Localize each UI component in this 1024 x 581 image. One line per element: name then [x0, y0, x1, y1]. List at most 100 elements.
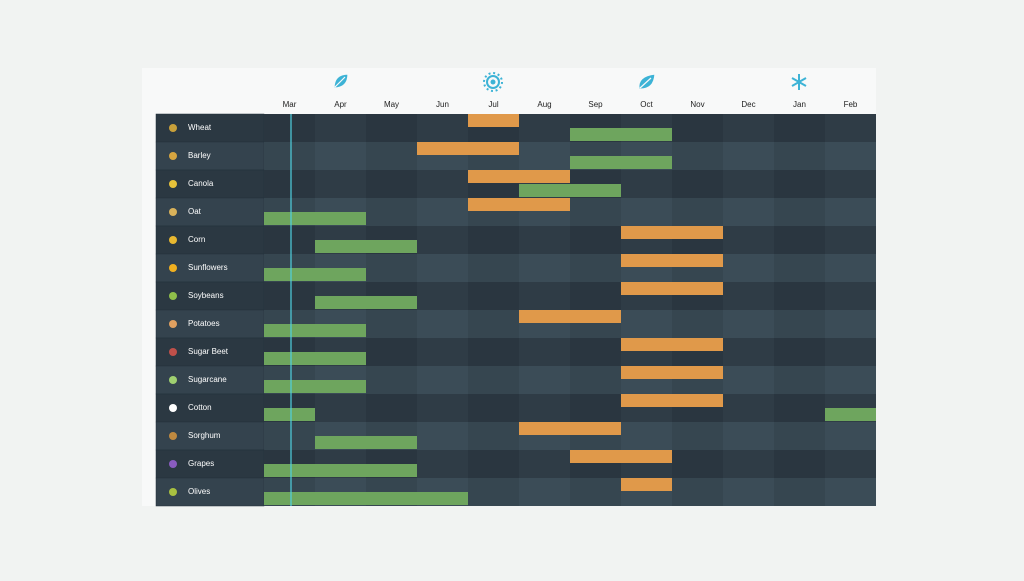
harvest-bar: [519, 310, 570, 323]
month-label: Jan: [793, 100, 806, 109]
month-cell: [621, 422, 672, 450]
month-cell: [417, 114, 468, 142]
crop-icon: [169, 488, 177, 496]
crop-name: Soybeans: [188, 291, 224, 300]
month-cell: [264, 170, 315, 198]
month-cell: [825, 198, 876, 226]
month-cell: [825, 254, 876, 282]
month-cell: [468, 254, 519, 282]
harvest-bar: [621, 366, 672, 379]
crop-name: Oat: [188, 207, 202, 216]
month-cell: [570, 198, 621, 226]
month-cell: [264, 226, 315, 254]
month-cell: [468, 422, 519, 450]
month-cell: [672, 478, 723, 506]
month-cell: [672, 114, 723, 142]
month-cell: [723, 310, 774, 338]
plant-bar: [570, 156, 621, 169]
winter-icon: [791, 74, 807, 90]
crop-name: Potatoes: [188, 319, 220, 328]
plant-bar: [621, 156, 672, 169]
month-cell: [264, 282, 315, 310]
crop-icon: [169, 348, 177, 356]
month-cell: [366, 114, 417, 142]
month-cell: [621, 310, 672, 338]
month-cell: [468, 478, 519, 506]
month-cell: [825, 450, 876, 478]
month-cell: [774, 338, 825, 366]
harvest-bar: [570, 310, 621, 323]
month-cell: [570, 338, 621, 366]
month-cell: [621, 198, 672, 226]
month-cell: [519, 450, 570, 478]
harvest-bar: [417, 142, 468, 155]
month-cell: [468, 338, 519, 366]
month-cell: [519, 282, 570, 310]
crop-name: Grapes: [188, 459, 214, 468]
month-label: Mar: [283, 100, 297, 109]
crop-icon: [169, 264, 177, 272]
month-cell: [417, 450, 468, 478]
plant-bar: [825, 408, 876, 421]
month-cell: [672, 198, 723, 226]
month-cell: [417, 366, 468, 394]
month-cell: [723, 170, 774, 198]
plant-bar: [264, 464, 315, 477]
month-label: Nov: [690, 100, 704, 109]
plant-bar: [621, 128, 672, 141]
crop-icon: [169, 320, 177, 328]
month-cell: [417, 226, 468, 254]
harvest-bar: [468, 170, 519, 183]
month-cell: [570, 226, 621, 254]
month-cell: [417, 254, 468, 282]
plant-bar: [570, 184, 621, 197]
harvest-bar: [672, 366, 723, 379]
plant-bar: [315, 380, 366, 393]
plant-bar: [264, 352, 315, 365]
month-cell: [774, 142, 825, 170]
month-label: Aug: [537, 100, 551, 109]
plant-bar: [315, 464, 366, 477]
month-cell: [825, 310, 876, 338]
crop-name: Olives: [188, 487, 210, 496]
plant-bar: [315, 296, 366, 309]
month-cell: [519, 142, 570, 170]
month-cell: [366, 338, 417, 366]
harvest-bar: [672, 226, 723, 239]
summer-icon: [483, 72, 503, 92]
crop-name: Sunflowers: [188, 263, 228, 272]
plant-bar: [315, 240, 366, 253]
month-cell: [519, 114, 570, 142]
harvest-bar: [672, 394, 723, 407]
month-cell: [723, 478, 774, 506]
crop-icon: [169, 208, 177, 216]
month-cell: [774, 422, 825, 450]
month-cell: [723, 422, 774, 450]
plant-bar: [315, 268, 366, 281]
month-cell: [825, 226, 876, 254]
crop-icon: [169, 376, 177, 384]
month-cell: [468, 310, 519, 338]
month-cell: [723, 142, 774, 170]
plant-bar: [366, 296, 417, 309]
harvest-bar: [570, 450, 621, 463]
month-label: Feb: [844, 100, 858, 109]
plant-bar: [264, 212, 315, 225]
month-cell: [366, 142, 417, 170]
month-cell: [774, 394, 825, 422]
plant-bar: [417, 492, 468, 505]
month-cell: [723, 114, 774, 142]
harvest-bar: [621, 254, 672, 267]
month-cell: [723, 366, 774, 394]
month-label: May: [384, 100, 399, 109]
month-cell: [723, 226, 774, 254]
plant-bar: [264, 268, 315, 281]
month-label: Jun: [436, 100, 449, 109]
harvest-bar: [621, 450, 672, 463]
month-cell: [468, 394, 519, 422]
month-cell: [366, 366, 417, 394]
month-cell: [774, 254, 825, 282]
harvest-bar: [672, 282, 723, 295]
crop-name: Wheat: [188, 123, 212, 132]
